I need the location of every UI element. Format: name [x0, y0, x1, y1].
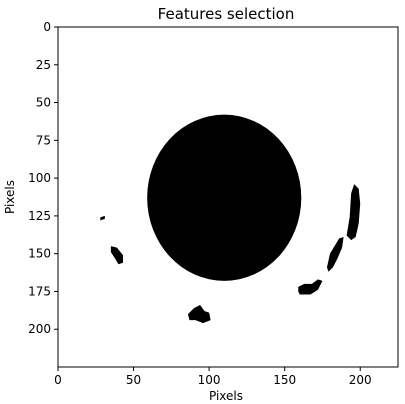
- y-tick-label: 125: [28, 209, 51, 223]
- plot-frame: [57, 26, 399, 368]
- y-tick-label: 100: [28, 171, 51, 185]
- x-axis-label: Pixels: [209, 389, 243, 403]
- y-tick-label: 75: [36, 133, 51, 147]
- features-layer: [100, 114, 361, 324]
- x-tick-label: 200: [349, 373, 372, 387]
- feature-5: [326, 237, 344, 272]
- x-axis: 0 50 100 150 200: [54, 367, 372, 387]
- plot-area: [57, 26, 399, 368]
- y-axis: 0 25 50 75 100 125 150 175 200: [28, 20, 58, 336]
- y-tick-label: 0: [43, 20, 51, 34]
- feature-4: [298, 279, 323, 295]
- x-tick-label: 0: [54, 373, 62, 387]
- x-tick-label: 100: [198, 373, 221, 387]
- y-tick-label: 25: [36, 58, 51, 72]
- feature-3: [187, 305, 211, 324]
- chart-title: Features selection: [158, 5, 295, 23]
- y-tick-label: 50: [36, 96, 51, 110]
- feature-6: [346, 184, 361, 241]
- feature-0: [147, 114, 302, 281]
- x-tick-label: 50: [126, 373, 141, 387]
- feature-1: [100, 215, 105, 221]
- y-tick-label: 175: [28, 284, 51, 298]
- x-tick-label: 150: [273, 373, 296, 387]
- feature-2: [110, 246, 123, 265]
- y-axis-label: Pixels: [3, 180, 17, 214]
- y-tick-label: 150: [28, 247, 51, 261]
- y-tick-label: 200: [28, 322, 51, 336]
